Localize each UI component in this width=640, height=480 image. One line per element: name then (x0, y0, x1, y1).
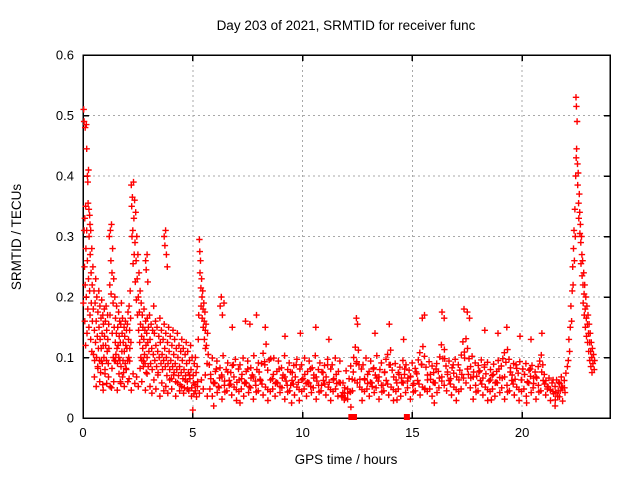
x-tick-label: 15 (405, 425, 419, 440)
tick-labels: 0 5 10 15 20 0 0.1 0.2 0.3 0.4 0.5 0.6 (56, 48, 529, 441)
x-tick-label: 5 (189, 425, 196, 440)
y-tick-label: 0 (67, 411, 74, 426)
x-tick-label: 0 (79, 425, 86, 440)
x-tick-label: 10 (295, 425, 309, 440)
y-tick-label: 0.5 (56, 108, 74, 123)
flagged-point-marker (403, 414, 410, 420)
y-tick-label: 0.6 (56, 48, 74, 63)
data-points (80, 94, 598, 420)
y-tick-label: 0.2 (56, 290, 74, 305)
gridlines (83, 55, 610, 418)
data-point-markers (80, 94, 598, 414)
x-tick-label: 20 (515, 425, 529, 440)
x-axis-label: GPS time / hours (295, 452, 398, 467)
y-axis-label: SRMTID / TECUs (9, 184, 24, 291)
y-tick-label: 0.4 (56, 169, 74, 184)
chart-title: Day 203 of 2021, SRMTID for receiver fun… (217, 18, 476, 33)
y-tick-label: 0.1 (56, 350, 74, 365)
y-tick-label: 0.3 (56, 229, 74, 244)
flagged-point-marker (350, 414, 357, 420)
